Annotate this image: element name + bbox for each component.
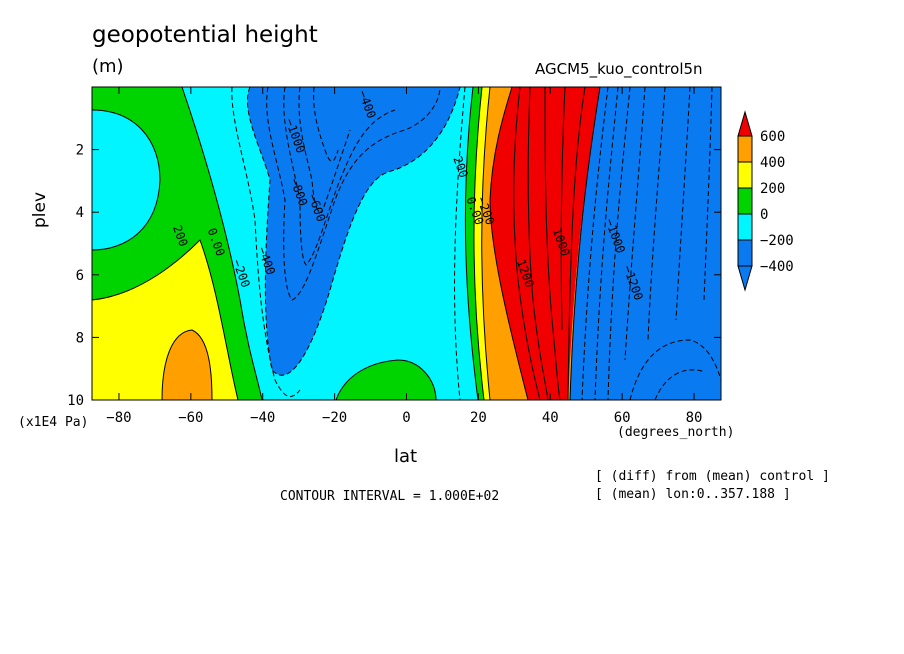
x-tick-label: 40 — [542, 410, 559, 426]
colorbar-swatch — [737, 135, 753, 163]
y-tick-label: 4 — [76, 205, 84, 221]
x-tick-label: 60 — [614, 410, 631, 426]
chart-title: geopotential height — [92, 22, 318, 48]
colorbar-label: 400 — [760, 155, 785, 171]
colorbar-label: −200 — [760, 233, 794, 249]
y-axis-units: (x1E4 Pa) — [18, 415, 89, 430]
x-tick-label: 80 — [686, 410, 703, 426]
colorbar-label: 600 — [760, 129, 785, 145]
colorbar-swatch — [737, 187, 753, 215]
x-axis: −80 −60 −40 −20 0 20 40 60 80 — [106, 87, 702, 426]
colorbar-arrow-bottom — [737, 265, 753, 292]
contour-interval: CONTOUR INTERVAL = 1.000E+02 — [280, 489, 500, 504]
x-tick-label: 0 — [402, 410, 410, 426]
plot-area: −400−1000−800−600−400−2000.002002000.00−… — [92, 87, 721, 400]
x-tick-label: −80 — [106, 410, 131, 426]
colorbar-arrow-top — [737, 110, 753, 137]
contour-label: 200 — [450, 154, 471, 179]
colorbar-swatch — [737, 213, 753, 241]
colorbar: 600 400 200 0 −200 −400 — [737, 110, 794, 292]
x-tick-label: −40 — [250, 410, 275, 426]
colorbar-label: 0 — [760, 207, 768, 223]
contour-label: 200 — [170, 223, 191, 248]
colorbar-swatch — [737, 161, 753, 189]
diff-note: [ (diff) from (mean) control ] — [595, 469, 830, 484]
experiment-name: AGCM5_kuo_control5n — [535, 60, 703, 78]
mean-note: [ (mean) lon:0..357.188 ] — [595, 487, 791, 502]
colorbar-label: 200 — [760, 181, 785, 197]
y-tick-label: 10 — [67, 393, 84, 409]
x-axis-units: (degrees_north) — [617, 425, 735, 440]
chart-units: (m) — [92, 56, 124, 77]
y-axis: 2 4 6 8 10 — [67, 143, 721, 409]
x-axis-label: lat — [394, 446, 418, 467]
x-tick-label: −60 — [178, 410, 203, 426]
colorbar-swatch — [737, 239, 753, 267]
y-tick-label: 6 — [76, 268, 84, 284]
x-tick-label: −20 — [322, 410, 347, 426]
y-tick-label: 8 — [76, 330, 84, 346]
y-tick-label: 2 — [76, 143, 84, 159]
x-tick-label: 20 — [470, 410, 487, 426]
colorbar-label: −400 — [760, 259, 794, 275]
